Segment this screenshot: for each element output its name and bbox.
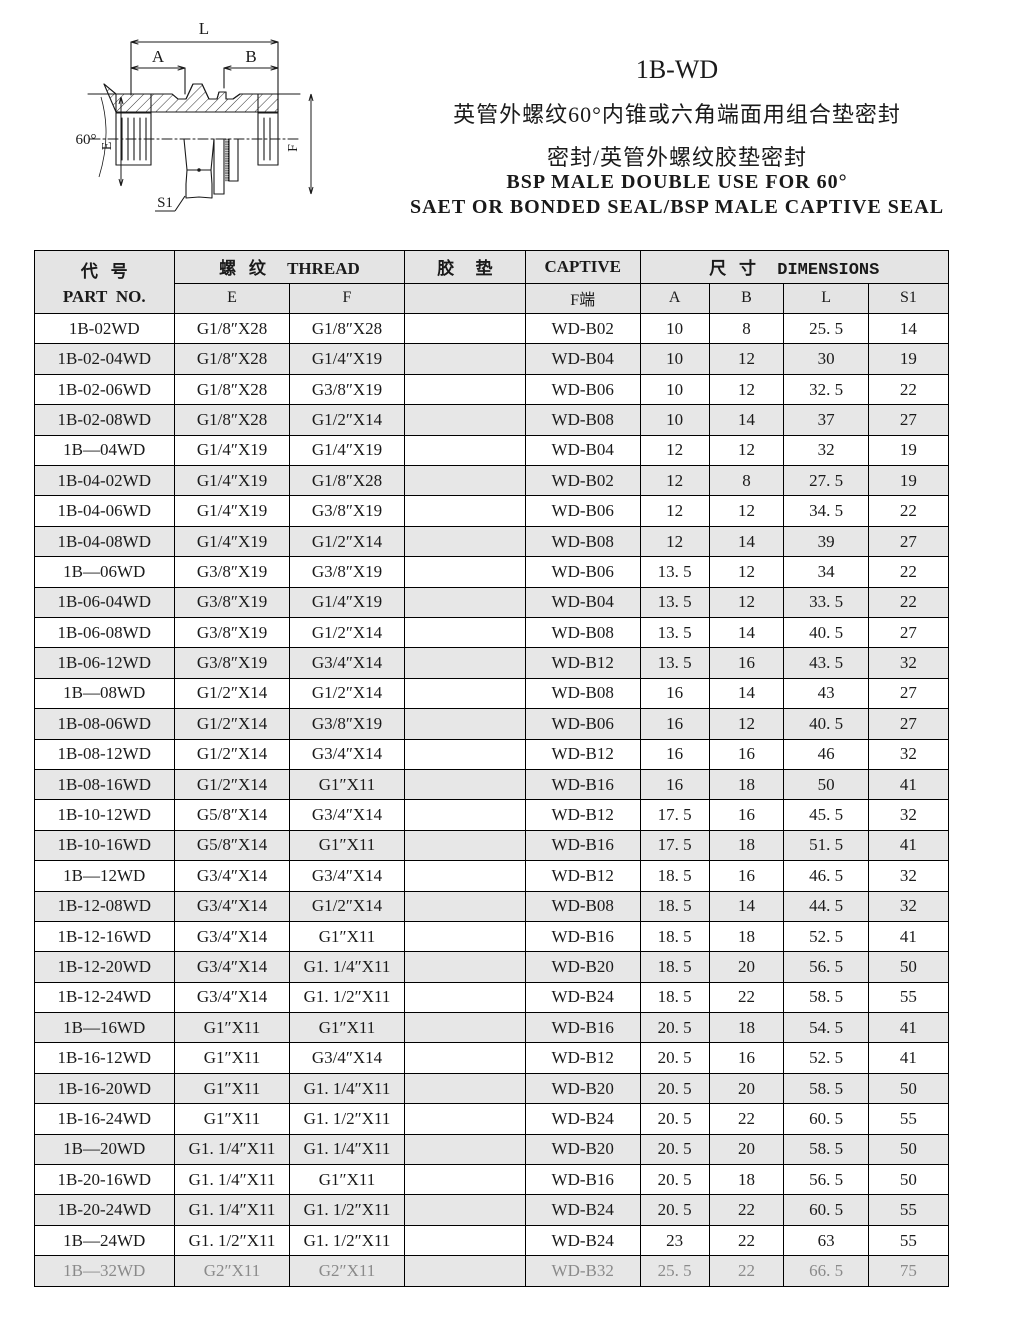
svg-text:S1: S1 — [157, 195, 173, 211]
svg-text:F: F — [286, 144, 301, 152]
svg-text:E: E — [100, 142, 115, 151]
svg-text:B: B — [245, 47, 256, 66]
svg-text:60°: 60° — [76, 132, 97, 148]
svg-text:L: L — [199, 19, 209, 38]
svg-text:A: A — [152, 47, 165, 66]
